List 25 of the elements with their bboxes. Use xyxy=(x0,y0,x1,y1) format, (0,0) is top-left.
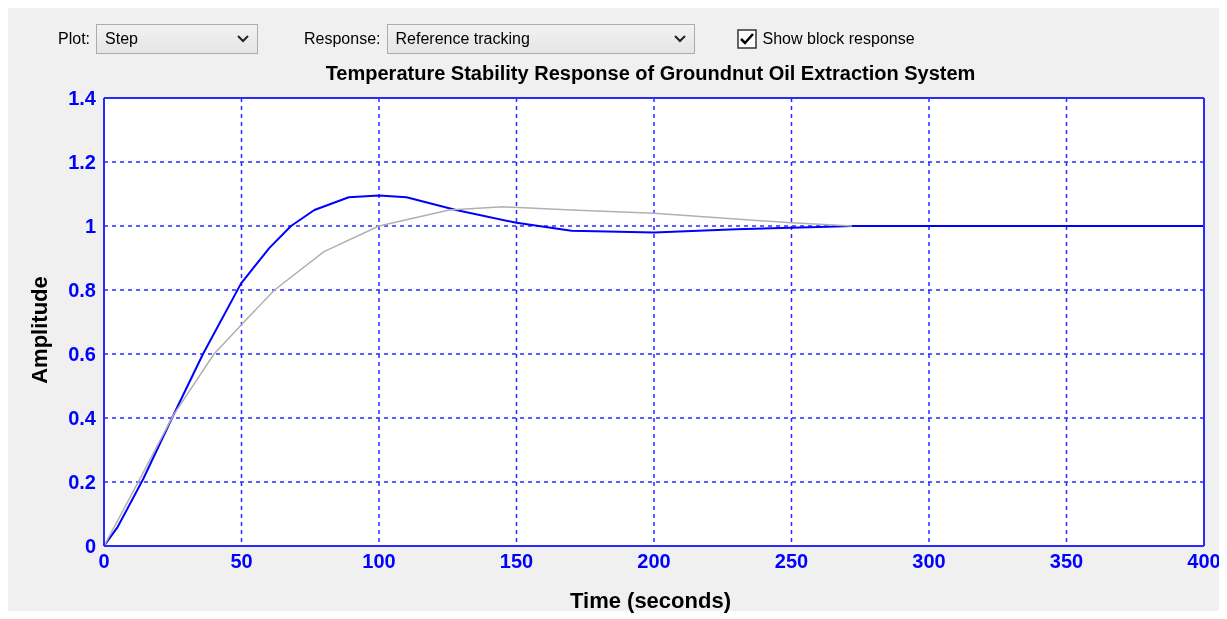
y-tick-label: 0.8 xyxy=(68,279,96,302)
y-tick-label: 0.2 xyxy=(68,471,96,494)
x-axis-title: Time (seconds) xyxy=(569,588,732,614)
x-tick-label: 100 xyxy=(362,550,396,573)
text: Show block response xyxy=(762,30,915,48)
x-tick-label: 300 xyxy=(912,550,946,573)
y-tick-label: 0 xyxy=(84,535,96,558)
text: Response: xyxy=(304,30,381,48)
x-tick-label: 50 xyxy=(230,550,253,573)
text: Reference tracking xyxy=(395,30,530,48)
x-tick-label: 150 xyxy=(499,550,534,573)
y-tick-label: 0.4 xyxy=(68,407,97,430)
chart-title: Temperature Stability Response of Groundnut Oil Extraction System xyxy=(324,62,977,85)
y-tick-label: 1 xyxy=(84,215,96,238)
x-tick-label: 350 xyxy=(1049,550,1084,573)
x-tick-label: 400 xyxy=(1187,550,1221,573)
y-tick-label: 1.4 xyxy=(68,87,97,110)
x-tick-label: 200 xyxy=(637,550,671,573)
text: Plot: xyxy=(58,30,91,48)
x-tick-label: 250 xyxy=(774,550,809,573)
y-axis-title: Amplitude xyxy=(27,276,53,384)
y-tick-label: 1.2 xyxy=(68,151,96,174)
line-series xyxy=(104,206,853,546)
text: Step xyxy=(105,30,138,48)
y-tick-label: 0.6 xyxy=(68,343,96,366)
